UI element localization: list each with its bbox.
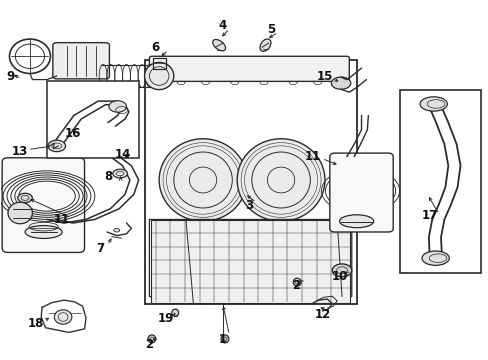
Text: 5: 5 xyxy=(266,23,275,36)
Ellipse shape xyxy=(419,97,447,111)
Bar xyxy=(399,90,481,273)
Text: 10: 10 xyxy=(331,270,347,283)
Text: 14: 14 xyxy=(114,148,130,161)
Text: 12: 12 xyxy=(314,308,330,321)
Ellipse shape xyxy=(221,335,228,343)
Text: 2: 2 xyxy=(145,338,153,351)
FancyBboxPatch shape xyxy=(2,158,84,252)
Ellipse shape xyxy=(25,226,62,238)
Ellipse shape xyxy=(212,40,225,51)
Text: 1: 1 xyxy=(218,333,226,346)
Ellipse shape xyxy=(54,310,72,324)
Text: 7: 7 xyxy=(97,242,104,255)
Text: 2: 2 xyxy=(291,279,299,292)
Text: 18: 18 xyxy=(27,317,44,330)
Text: 16: 16 xyxy=(64,127,81,140)
Text: 3: 3 xyxy=(245,199,253,212)
Text: 19: 19 xyxy=(157,311,173,325)
Ellipse shape xyxy=(171,309,178,316)
Bar xyxy=(153,58,166,69)
Text: 15: 15 xyxy=(316,69,332,82)
Text: 6: 6 xyxy=(151,41,160,54)
Ellipse shape xyxy=(330,77,350,89)
FancyBboxPatch shape xyxy=(149,56,348,81)
Ellipse shape xyxy=(144,62,173,90)
Bar xyxy=(47,81,139,158)
Ellipse shape xyxy=(237,139,325,221)
FancyBboxPatch shape xyxy=(53,42,109,79)
Ellipse shape xyxy=(9,39,50,73)
Ellipse shape xyxy=(18,193,32,203)
Text: 9: 9 xyxy=(6,69,15,82)
Text: 11: 11 xyxy=(53,213,70,226)
Ellipse shape xyxy=(113,169,127,178)
Text: 11: 11 xyxy=(304,150,320,163)
Text: 4: 4 xyxy=(218,19,226,32)
Bar xyxy=(144,60,356,304)
Ellipse shape xyxy=(260,39,270,51)
Ellipse shape xyxy=(109,101,126,112)
Ellipse shape xyxy=(48,140,65,152)
Ellipse shape xyxy=(331,264,351,277)
Bar xyxy=(151,220,349,303)
Ellipse shape xyxy=(421,251,448,265)
Ellipse shape xyxy=(339,215,373,228)
FancyBboxPatch shape xyxy=(329,153,392,232)
Ellipse shape xyxy=(293,278,301,286)
Text: 8: 8 xyxy=(103,170,112,183)
Ellipse shape xyxy=(114,228,120,232)
Text: 17: 17 xyxy=(421,210,437,222)
Ellipse shape xyxy=(159,139,246,221)
Ellipse shape xyxy=(148,335,156,343)
Text: 13: 13 xyxy=(12,145,28,158)
Ellipse shape xyxy=(8,202,32,224)
